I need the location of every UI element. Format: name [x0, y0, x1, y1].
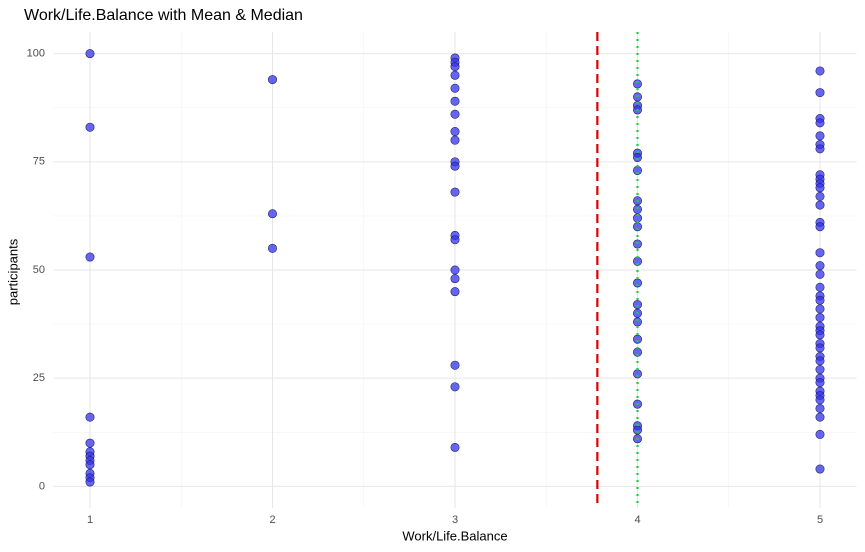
point: [450, 382, 460, 392]
point: [450, 135, 460, 145]
x-tick-label: 2: [269, 514, 275, 526]
point: [815, 313, 825, 323]
point: [85, 252, 95, 262]
point: [815, 464, 825, 474]
x-tick-label: 5: [817, 514, 823, 526]
point: [815, 261, 825, 271]
point: [85, 49, 95, 59]
point: [815, 144, 825, 154]
point: [815, 191, 825, 201]
point: [815, 304, 825, 314]
point: [632, 425, 642, 435]
point: [815, 118, 825, 128]
point: [632, 239, 642, 249]
point: [450, 187, 460, 197]
point: [815, 429, 825, 439]
y-axis-title: participants: [5, 238, 20, 305]
point: [632, 152, 642, 162]
y-tick-label: 75: [33, 156, 45, 168]
point: [450, 109, 460, 119]
point: [85, 477, 95, 487]
x-tick-label: 1: [87, 514, 93, 526]
x-tick-label: 4: [634, 514, 640, 526]
chart-title: Work/Life.Balance with Mean & Median: [24, 7, 303, 24]
point: [450, 161, 460, 171]
point: [815, 356, 825, 366]
point: [450, 235, 460, 245]
point: [450, 287, 460, 297]
point: [450, 127, 460, 137]
point: [815, 269, 825, 279]
point: [815, 248, 825, 258]
point: [85, 412, 95, 422]
point: [815, 403, 825, 413]
point: [450, 70, 460, 80]
point: [815, 412, 825, 422]
y-tick-label: 0: [39, 480, 45, 492]
point: [450, 265, 460, 275]
point: [815, 343, 825, 353]
point: [632, 334, 642, 344]
x-axis-title: Work/Life.Balance: [402, 528, 507, 543]
point: [815, 282, 825, 292]
point: [267, 75, 277, 85]
point: [815, 378, 825, 388]
point: [632, 204, 642, 214]
y-tick-label: 100: [27, 48, 45, 60]
point: [450, 442, 460, 452]
point: [815, 330, 825, 340]
point: [450, 360, 460, 370]
point: [85, 122, 95, 132]
point: [815, 295, 825, 305]
point: [632, 300, 642, 310]
point: [85, 438, 95, 448]
point: [450, 83, 460, 93]
point: [815, 222, 825, 232]
point: [450, 274, 460, 284]
point: [267, 209, 277, 219]
point: [85, 460, 95, 470]
point: [815, 200, 825, 210]
point: [632, 317, 642, 327]
point: [450, 96, 460, 106]
point: [632, 79, 642, 89]
point: [815, 88, 825, 98]
point: [815, 66, 825, 76]
point: [267, 243, 277, 253]
point: [815, 131, 825, 141]
point: [815, 183, 825, 193]
y-tick-label: 50: [33, 264, 45, 276]
point: [815, 395, 825, 405]
point: [450, 62, 460, 72]
x-tick-label: 3: [452, 514, 458, 526]
point: [815, 365, 825, 375]
y-tick-label: 25: [33, 372, 45, 384]
